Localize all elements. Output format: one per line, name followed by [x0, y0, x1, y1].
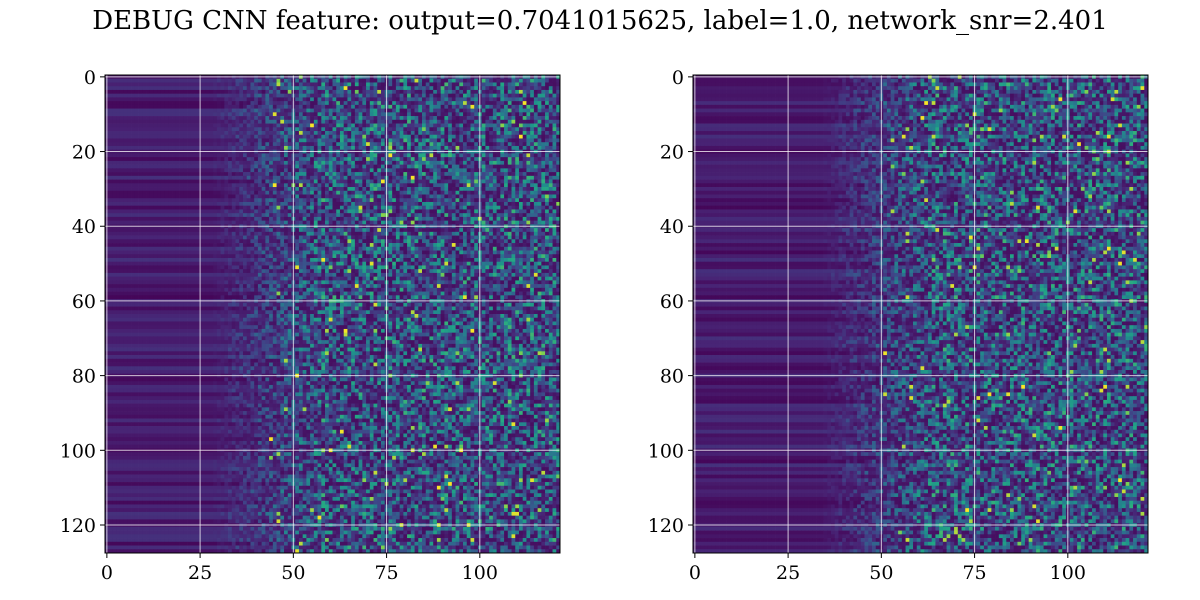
heatmap-panel-right: 0 25 50 75 100 0 20 40 60 80 100 120: [648, 67, 1149, 584]
y-tick-label: 0: [84, 67, 96, 89]
y-tick-label: 60: [72, 291, 96, 313]
y-tick-label: 120: [648, 515, 684, 537]
heatmap-cells: [693, 75, 1148, 553]
x-tick-label: 0: [101, 562, 113, 584]
y-tick-label: 20: [72, 142, 96, 164]
y-tick-label: 40: [72, 216, 96, 238]
y-tick-label: 0: [672, 67, 684, 89]
x-tick-label: 75: [374, 562, 398, 584]
x-tick-label: 100: [462, 562, 498, 584]
x-tick-label: 25: [776, 562, 800, 584]
y-tick-label: 40: [660, 216, 684, 238]
x-tick-label: 50: [869, 562, 893, 584]
heatmap-panel-left: 0 25 50 75 100 0 20 40 60 80 100 120: [60, 67, 561, 584]
x-tick-label: 50: [281, 562, 305, 584]
y-tick-label: 80: [660, 366, 684, 388]
heatmap-cells: [105, 75, 560, 553]
y-tick-label: 80: [72, 366, 96, 388]
y-tick-label: 20: [660, 142, 684, 164]
x-tick-label: 100: [1050, 562, 1086, 584]
y-tick-label: 60: [660, 291, 684, 313]
x-tick-label: 0: [689, 562, 701, 584]
y-tick-label: 100: [60, 440, 96, 462]
x-tick-label: 75: [962, 562, 986, 584]
x-tick-label: 25: [188, 562, 212, 584]
y-tick-label: 120: [60, 515, 96, 537]
y-tick-label: 100: [648, 440, 684, 462]
